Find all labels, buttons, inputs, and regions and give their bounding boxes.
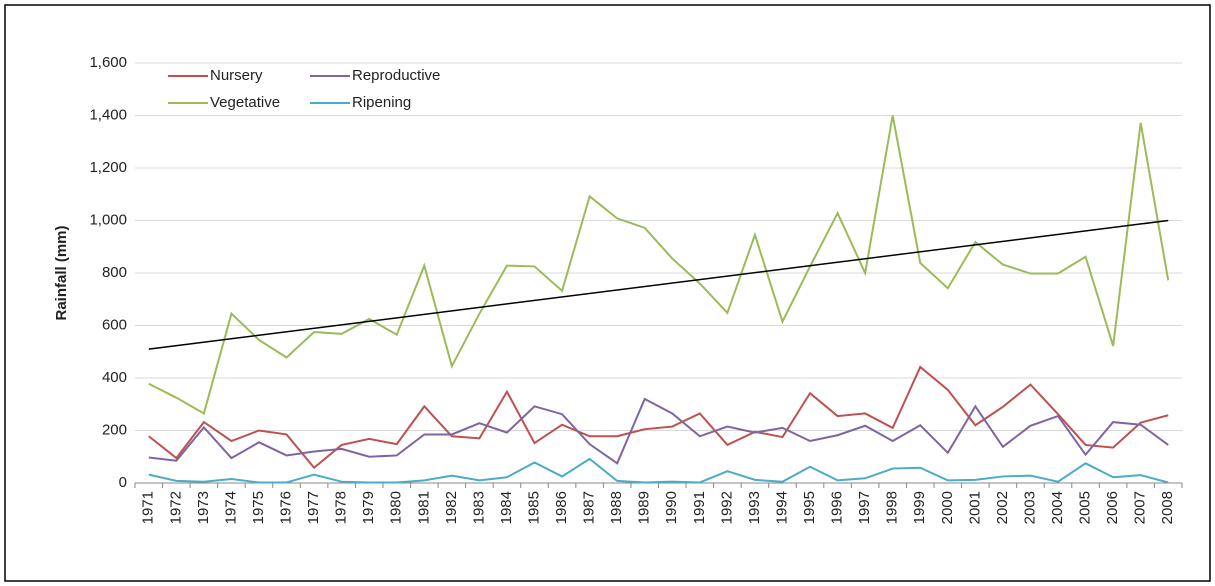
x-tick-label: 1971 [140,491,157,524]
x-tick-label: 1976 [278,491,295,524]
x-tick-label: 2003 [1021,491,1038,524]
y-tick-label: 1,000 [89,211,127,228]
x-tick-label: 1988 [608,491,625,524]
series-line [148,397,1169,465]
x-tick-label: 1984 [498,491,515,524]
x-tick-label: 1990 [663,491,680,524]
x-tick-label: 1978 [333,491,350,524]
series-line [148,365,1169,470]
x-tick-label: 1993 [746,491,763,524]
x-tick-label: 1992 [718,491,735,524]
x-tick-label: 1995 [801,491,818,524]
legend-label: Nursery [210,67,263,84]
x-tick-label: 1980 [388,491,405,524]
x-tick-label: 1998 [884,491,901,524]
x-tick-label: 2006 [1104,491,1121,524]
x-tick-label: 1983 [470,491,487,524]
x-tick-label: 2002 [994,491,1011,524]
x-tick-label: 1981 [415,491,432,524]
x-tick-label: 2008 [1159,491,1176,524]
x-tick-label: 1986 [553,491,570,524]
x-tick-label: 1994 [773,491,790,524]
x-tick-label: 1989 [636,491,653,524]
x-tick-label: 1974 [222,491,239,524]
y-tick-label: 1,600 [89,54,127,71]
y-tick-label: 200 [102,421,127,438]
x-tick-label: 1996 [829,491,846,524]
y-tick-label: 1,200 [89,159,127,176]
x-tick-label: 1979 [360,491,377,524]
x-tick-label: 1985 [525,491,542,524]
x-tick-label: 1972 [167,491,184,524]
y-axis-title: Rainfall (mm) [53,225,70,320]
x-tick-label: 1999 [911,491,928,524]
x-tick-label: 1982 [443,491,460,524]
y-tick-label: 0 [119,474,127,491]
legend-label: Vegetative [210,94,280,111]
x-tick-label: 2001 [966,491,983,524]
legend-label: Ripening [352,94,411,111]
x-tick-label: 1997 [856,491,873,524]
x-tick-label: 1991 [691,491,708,524]
y-tick-label: 600 [102,316,127,333]
series-line [148,115,1170,415]
y-tick-label: 800 [102,264,127,281]
trend-line [148,219,1169,350]
frame [4,4,1211,582]
y-tick-label: 400 [102,369,127,386]
x-tick-label: 1987 [581,491,598,524]
x-tick-label: 2000 [939,491,956,524]
x-tick-label: 2004 [1049,491,1066,524]
x-tick-label: 1977 [305,491,322,524]
legend-label: Reproductive [352,67,440,84]
series-line [148,457,1169,484]
x-tick-label: 2007 [1132,491,1149,524]
x-tick-label: 1973 [195,491,212,524]
y-tick-label: 1,400 [89,106,127,123]
x-tick-label: 1975 [250,491,267,524]
x-tick-label: 2005 [1077,491,1094,524]
